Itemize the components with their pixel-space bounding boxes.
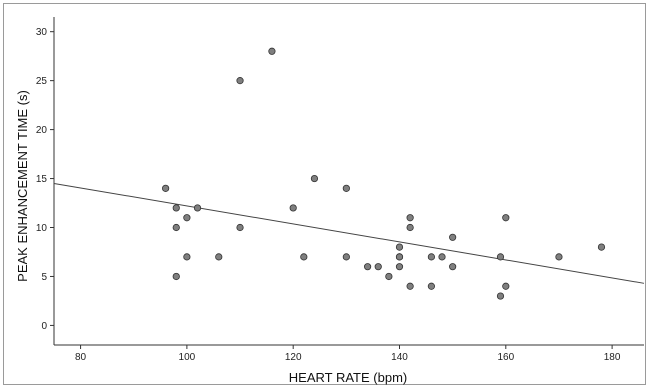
data-point xyxy=(162,184,170,192)
y-tick-label: 30 xyxy=(36,27,48,38)
data-point xyxy=(268,47,276,55)
x-tick-label: 80 xyxy=(75,352,87,363)
data-point xyxy=(406,223,414,232)
data-point xyxy=(427,282,435,290)
data-point xyxy=(496,253,505,261)
data-point xyxy=(406,214,414,222)
data-point xyxy=(172,272,180,281)
data-point xyxy=(289,204,297,212)
data-point xyxy=(236,223,244,232)
data-point xyxy=(172,223,180,232)
fit-line xyxy=(53,182,645,284)
data-point xyxy=(395,263,404,271)
data-point xyxy=(183,214,191,222)
x-tick-label: 180 xyxy=(604,352,621,363)
chart-frame xyxy=(3,3,646,385)
y-tick-label: 10 xyxy=(36,223,48,234)
data-point xyxy=(300,253,308,261)
y-tick-label: 15 xyxy=(36,174,48,185)
x-axis-title: HEART RATE (bpm) xyxy=(289,370,407,385)
data-point xyxy=(342,253,350,261)
data-point xyxy=(342,184,350,192)
data-point xyxy=(502,214,510,222)
data-point xyxy=(236,77,244,85)
y-axis-title: PEAK ENHANCEMENT TIME (s) xyxy=(15,90,30,282)
data-point xyxy=(555,253,563,261)
data-point xyxy=(193,204,202,212)
y-tick-label: 5 xyxy=(41,272,47,283)
y-tick-label: 20 xyxy=(36,125,48,136)
data-point xyxy=(183,253,191,261)
x-tick-label: 140 xyxy=(391,352,408,363)
y-tick-label: 0 xyxy=(41,321,47,332)
data-point xyxy=(374,263,382,271)
data-point xyxy=(496,292,505,300)
data-point xyxy=(172,204,180,212)
data-point xyxy=(438,253,446,261)
axes xyxy=(53,17,644,346)
ticks: 80 100 120 140 160 180 0 5 10 15 20 25 30 xyxy=(36,27,621,363)
data-point xyxy=(395,243,404,251)
data-point xyxy=(449,233,457,241)
fit-line-group xyxy=(53,182,645,284)
data-point xyxy=(364,263,372,271)
data-point xyxy=(597,243,606,251)
data-point xyxy=(395,253,404,261)
data-point xyxy=(310,174,319,183)
data-point xyxy=(385,272,393,281)
data-point xyxy=(449,263,457,271)
data-point xyxy=(215,253,223,261)
data-point xyxy=(406,282,414,290)
x-tick-label: 120 xyxy=(285,352,302,363)
data-point xyxy=(427,253,435,261)
x-tick-label: 160 xyxy=(497,352,514,363)
x-tick-label: 100 xyxy=(179,352,196,363)
data-point xyxy=(502,282,510,290)
points-group xyxy=(162,47,606,300)
y-tick-label: 25 xyxy=(36,76,48,87)
